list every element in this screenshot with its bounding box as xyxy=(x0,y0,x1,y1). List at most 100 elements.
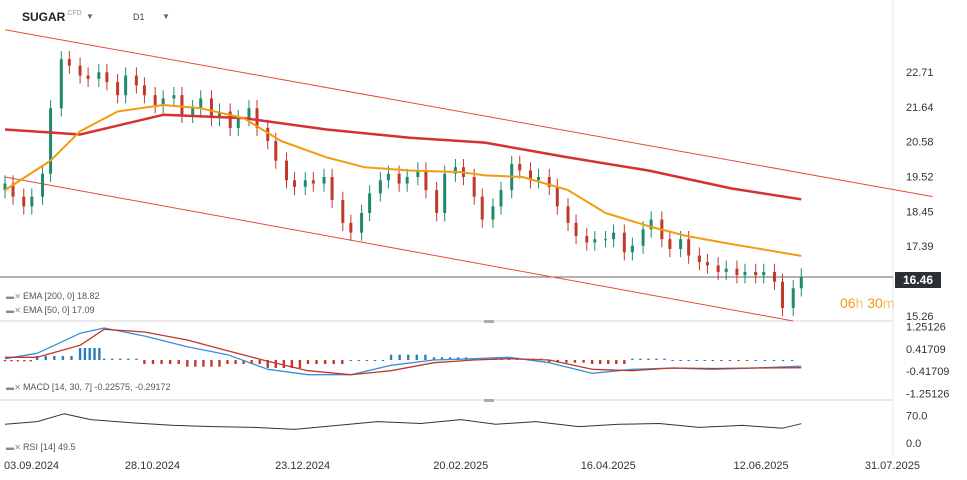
candle-body xyxy=(236,118,240,128)
macd-histogram-bar xyxy=(186,360,189,367)
indicator-settings-icon[interactable]: ▬ ✕ xyxy=(6,306,21,315)
candle-body xyxy=(649,219,653,230)
macd-histogram-bar xyxy=(234,360,237,364)
macd-signal-line xyxy=(5,328,802,376)
candle-body xyxy=(397,173,401,184)
ema200-line xyxy=(4,113,802,201)
candle-body xyxy=(247,108,251,119)
macd-histogram-bar xyxy=(655,358,658,360)
macd-histogram-bar xyxy=(415,354,419,360)
candle-body xyxy=(574,222,578,236)
macd-histogram-bar xyxy=(111,358,114,360)
macd-histogram-bar xyxy=(315,360,318,364)
macd-histogram-bar xyxy=(448,357,452,360)
indicator-settings-icon[interactable]: ▬ ✕ xyxy=(6,292,21,301)
macd-histogram-bar xyxy=(160,360,163,364)
candle-body xyxy=(453,167,457,174)
macd-histogram-bar xyxy=(341,360,344,364)
macd-histogram-bar xyxy=(266,360,269,368)
macd-histogram-bar xyxy=(98,348,101,360)
candle-body xyxy=(762,271,766,276)
candle-body xyxy=(191,108,195,115)
candle-body xyxy=(142,85,146,96)
ema50-legend[interactable]: ▬ ✕ EMA [50, 0] 17.09 xyxy=(6,305,95,315)
macd-histogram-bar xyxy=(242,360,245,364)
candle-body xyxy=(78,65,82,76)
candle-body xyxy=(472,177,476,197)
x-tick-label: 31.07.2025 xyxy=(865,460,920,472)
candle-body xyxy=(781,281,784,308)
macd-histogram-bar xyxy=(151,360,155,364)
symbol-name: SUGAR xyxy=(22,10,66,24)
macd-histogram-bar xyxy=(623,360,626,364)
symbol-dropdown-icon[interactable]: ▼ xyxy=(86,12,94,21)
candle-body xyxy=(622,232,626,253)
macd-histogram-bar xyxy=(357,360,361,361)
candle-body xyxy=(105,72,109,83)
candle-body xyxy=(435,190,439,213)
timeframe-label[interactable]: D1 xyxy=(133,12,145,22)
candle-body xyxy=(547,177,551,187)
candle-body xyxy=(322,177,326,184)
macd-histogram-bar xyxy=(687,360,690,361)
candle-body xyxy=(41,173,45,197)
symbol-header[interactable]: SUGAR CFD xyxy=(22,10,82,24)
symbol-type: CFD xyxy=(67,10,82,17)
x-tick-label: 12.06.2025 xyxy=(734,460,789,472)
macd-histogram-bar xyxy=(573,360,577,363)
candle-countdown: 06h 30m xyxy=(840,295,895,311)
candle-body xyxy=(124,75,128,96)
macd-histogram-bar xyxy=(365,360,369,361)
candle-body xyxy=(743,271,747,276)
indicator-settings-icon[interactable]: ▬ ✕ xyxy=(6,443,21,452)
macd-histogram-bar xyxy=(565,360,568,363)
candle-body xyxy=(217,111,221,119)
macd-histogram-bar xyxy=(29,360,32,362)
rsi-legend[interactable]: ▬ ✕ RSI [14] 49.5 xyxy=(6,442,75,452)
macd-histogram-bar xyxy=(598,360,602,364)
timeframe-dropdown-icon[interactable]: ▼ xyxy=(162,12,170,21)
candle-body xyxy=(480,196,484,220)
candle-body xyxy=(705,262,709,266)
macd-histogram-bar xyxy=(711,360,714,361)
y-tick-label: 20.58 xyxy=(906,137,934,149)
ema200-legend[interactable]: ▬ ✕ EMA [200, 0] 18.82 xyxy=(6,291,100,301)
candle-body xyxy=(22,196,26,207)
candle-body xyxy=(172,95,176,99)
x-tick-label: 23.12.2024 xyxy=(275,460,330,472)
candle-body xyxy=(274,141,278,161)
countdown-hours-unit: h xyxy=(855,295,864,311)
candle-body xyxy=(754,271,758,276)
candle-body xyxy=(228,111,232,128)
macd-y-tick-label: 1.25126 xyxy=(906,322,946,334)
x-tick-label: 20.02.2025 xyxy=(433,460,488,472)
macd-histogram-bar xyxy=(373,360,377,361)
candle-body xyxy=(716,265,720,272)
candle-body xyxy=(303,180,307,187)
macd-histogram-bar xyxy=(647,358,650,360)
candle-body xyxy=(349,222,353,233)
candle-body xyxy=(266,127,270,141)
y-tick-label: 15.26 xyxy=(906,311,934,323)
macd-histogram-bar xyxy=(432,357,436,360)
ema200-legend-text: EMA [200, 0] 18.82 xyxy=(22,291,100,301)
candle-body xyxy=(585,235,589,243)
macd-histogram-bar xyxy=(323,360,327,364)
candle-body xyxy=(368,193,372,213)
macd-histogram-bar xyxy=(728,360,732,361)
indicator-settings-icon[interactable]: ▬ ✕ xyxy=(6,383,21,392)
candle-body xyxy=(697,255,701,263)
ema50-legend-text: EMA [50, 0] 17.09 xyxy=(22,305,95,315)
macd-histogram-bar xyxy=(679,360,682,361)
macd-histogram-bar xyxy=(3,360,7,362)
panel-resize-handle[interactable] xyxy=(484,320,494,323)
candle-body xyxy=(341,199,345,223)
macd-histogram-bar xyxy=(381,360,385,361)
candle-body xyxy=(49,108,53,174)
macd-legend[interactable]: ▬ ✕ MACD [14, 30, 7] -0.22575, -0.29172 xyxy=(6,382,171,392)
candle-body xyxy=(180,95,184,115)
panel-resize-handle-2[interactable] xyxy=(484,399,494,402)
macd-histogram-bar xyxy=(88,348,91,360)
macd-histogram-bar xyxy=(168,360,172,364)
